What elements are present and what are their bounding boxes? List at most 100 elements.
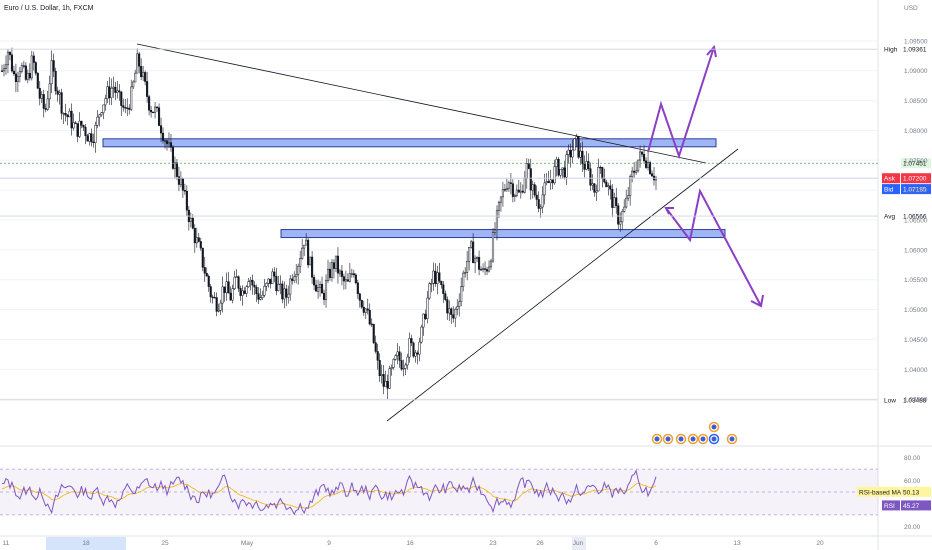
candle-body bbox=[579, 150, 582, 158]
candle-body bbox=[545, 181, 548, 184]
candle-body bbox=[243, 290, 246, 294]
candle-body bbox=[334, 255, 338, 269]
candle-body bbox=[487, 266, 491, 272]
candle-body bbox=[527, 163, 530, 169]
candle-body bbox=[231, 288, 234, 301]
candle-body bbox=[420, 326, 423, 343]
rsi-tick-label: 20.00 bbox=[904, 524, 921, 531]
candle-body bbox=[32, 55, 35, 63]
candle-body bbox=[599, 166, 602, 169]
grid bbox=[0, 40, 878, 400]
candle-body bbox=[175, 162, 178, 177]
event-flag-inner bbox=[665, 436, 671, 442]
ask-price-tag bbox=[901, 173, 931, 184]
candle-body bbox=[159, 125, 163, 134]
candle-body bbox=[418, 341, 421, 355]
candle-body bbox=[28, 73, 31, 79]
candle-body bbox=[581, 150, 584, 165]
candle-body bbox=[356, 282, 359, 295]
candle-body bbox=[52, 60, 55, 72]
candle-body bbox=[509, 182, 512, 184]
trendlines bbox=[136, 43, 739, 422]
candle-body bbox=[263, 286, 266, 296]
candle-body bbox=[485, 269, 489, 272]
low-price-value: 1.03488 bbox=[903, 397, 927, 404]
candle-body bbox=[322, 292, 326, 300]
rsi-value-tag bbox=[901, 500, 931, 511]
candle-body bbox=[257, 293, 260, 300]
candle-body bbox=[22, 65, 25, 67]
candle-body bbox=[114, 86, 117, 93]
time-tick-label: Jun bbox=[573, 540, 584, 547]
candle-body bbox=[295, 274, 298, 277]
candle-body bbox=[62, 113, 65, 115]
event-flag-inner bbox=[729, 436, 735, 442]
candle-body bbox=[442, 284, 445, 294]
time-tick-label: 20 bbox=[816, 540, 824, 547]
support-zone bbox=[280, 229, 726, 239]
candle-body bbox=[332, 262, 336, 269]
candle-body bbox=[10, 54, 13, 72]
candle-body bbox=[549, 179, 552, 184]
candle-body bbox=[44, 108, 47, 110]
candle-body bbox=[12, 70, 15, 75]
avg-price-value: 1.06566 bbox=[903, 214, 927, 221]
candle-body bbox=[56, 90, 59, 95]
candle-body bbox=[253, 284, 256, 288]
candle-body bbox=[82, 125, 85, 128]
candle-body bbox=[319, 283, 322, 288]
candle-body bbox=[124, 107, 127, 109]
candle-body bbox=[122, 105, 125, 108]
candle-body bbox=[311, 256, 314, 278]
candle-body bbox=[128, 107, 131, 110]
candle-body bbox=[348, 273, 351, 282]
bullish-arrow-head bbox=[706, 44, 717, 58]
candle-body bbox=[96, 116, 99, 126]
candle-body bbox=[148, 96, 151, 111]
candle-body bbox=[269, 278, 272, 284]
candle-body bbox=[267, 278, 270, 284]
candle-body bbox=[283, 288, 286, 300]
candle-body bbox=[535, 194, 538, 200]
candle-body bbox=[173, 162, 176, 169]
price-tick-label: 1.06500 bbox=[904, 218, 928, 225]
candle-body bbox=[179, 178, 182, 185]
candle-body bbox=[50, 60, 53, 85]
candle-body bbox=[529, 168, 532, 191]
candle-body bbox=[408, 338, 411, 358]
candle-body bbox=[370, 323, 373, 326]
candle-body bbox=[360, 300, 363, 308]
high-label: High bbox=[884, 47, 898, 54]
candle-body bbox=[154, 106, 157, 113]
candle-body bbox=[201, 247, 204, 268]
candle-body bbox=[98, 114, 101, 118]
candle-body bbox=[515, 189, 518, 196]
resistance-zone bbox=[102, 138, 717, 148]
candle-body bbox=[633, 170, 636, 173]
bid-label: Bid bbox=[884, 187, 894, 194]
candle-body bbox=[474, 258, 477, 264]
candle-body bbox=[342, 276, 345, 282]
candle-body bbox=[569, 149, 572, 158]
candle-body bbox=[575, 136, 578, 139]
candle-body bbox=[74, 122, 77, 124]
candle-body bbox=[539, 206, 542, 209]
price-tick-label: 1.04000 bbox=[904, 367, 928, 374]
candle-body bbox=[430, 283, 433, 285]
bearish-arrow-head bbox=[750, 294, 764, 308]
candle-body bbox=[326, 268, 330, 281]
candle-body bbox=[301, 247, 304, 259]
candle-body bbox=[366, 308, 369, 311]
candle-body bbox=[277, 283, 280, 291]
candle-body bbox=[279, 283, 282, 285]
candle-body bbox=[432, 270, 435, 284]
candle-body bbox=[239, 288, 242, 296]
candle-body bbox=[185, 190, 188, 211]
time-tick-label: 18 bbox=[82, 540, 90, 547]
candle-body bbox=[223, 286, 226, 293]
candle-body bbox=[195, 237, 198, 244]
price-axis-bg bbox=[878, 0, 932, 550]
candle-body bbox=[392, 359, 395, 368]
economic-events[interactable] bbox=[651, 421, 738, 445]
